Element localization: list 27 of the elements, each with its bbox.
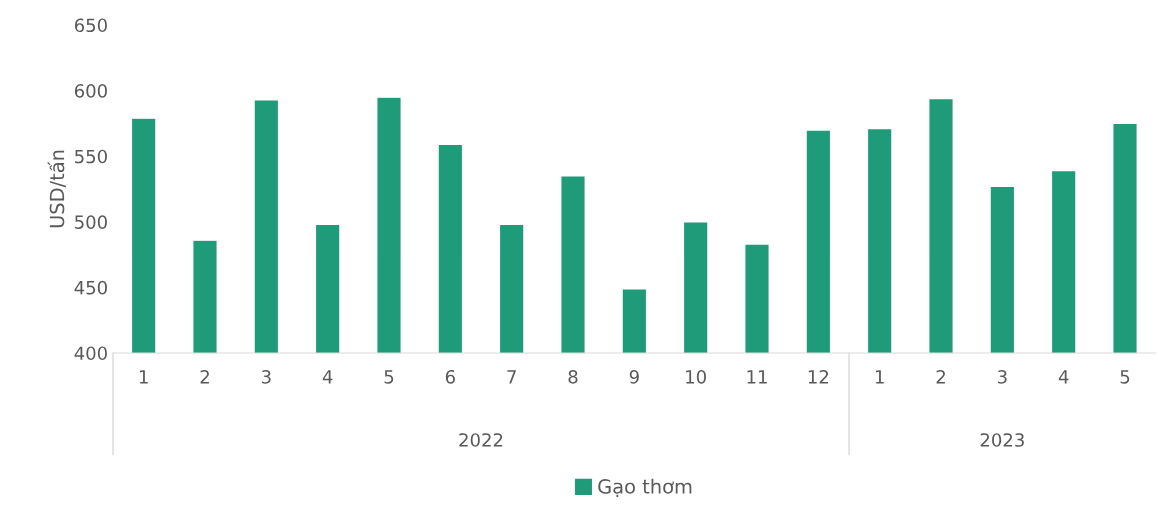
y-tick-label: 600: [74, 84, 107, 98]
y-tick-label: 650: [74, 18, 107, 33]
x-tick-label: 8: [568, 369, 578, 384]
x-tick-label: 5: [384, 370, 394, 384]
x-tick-label: 2: [936, 369, 945, 384]
x-tick-label: 10: [686, 369, 706, 384]
y-tick-label: 500: [75, 215, 107, 229]
legend-label: Gạo thơm: [598, 478, 692, 498]
x-tick-label: 2: [200, 369, 209, 384]
x-tick-label: 9: [629, 369, 639, 384]
y-axis-title: USD/tấn: [47, 150, 66, 228]
y-tick-label: 550: [75, 149, 107, 164]
x-tick-label: 3: [997, 369, 1007, 384]
y-tick-label: 400: [74, 346, 107, 361]
x-tick-label: 5: [1120, 370, 1130, 384]
x-tick-label: 4: [322, 370, 333, 384]
text: 2022: [459, 433, 503, 447]
x-tick-label: 4: [1058, 370, 1069, 384]
x-tick-label: 7: [507, 370, 516, 384]
x-tick-label: 11: [747, 370, 767, 384]
text: 2023: [980, 433, 1024, 447]
y-tick-label: 450: [74, 280, 107, 295]
x-tick-label: 12: [808, 369, 829, 384]
x-tick-label: 6: [445, 369, 455, 384]
x-tick-label: 1: [139, 370, 148, 384]
x-tick-label: 1: [875, 370, 884, 384]
x-tick-label: 3: [261, 369, 271, 384]
